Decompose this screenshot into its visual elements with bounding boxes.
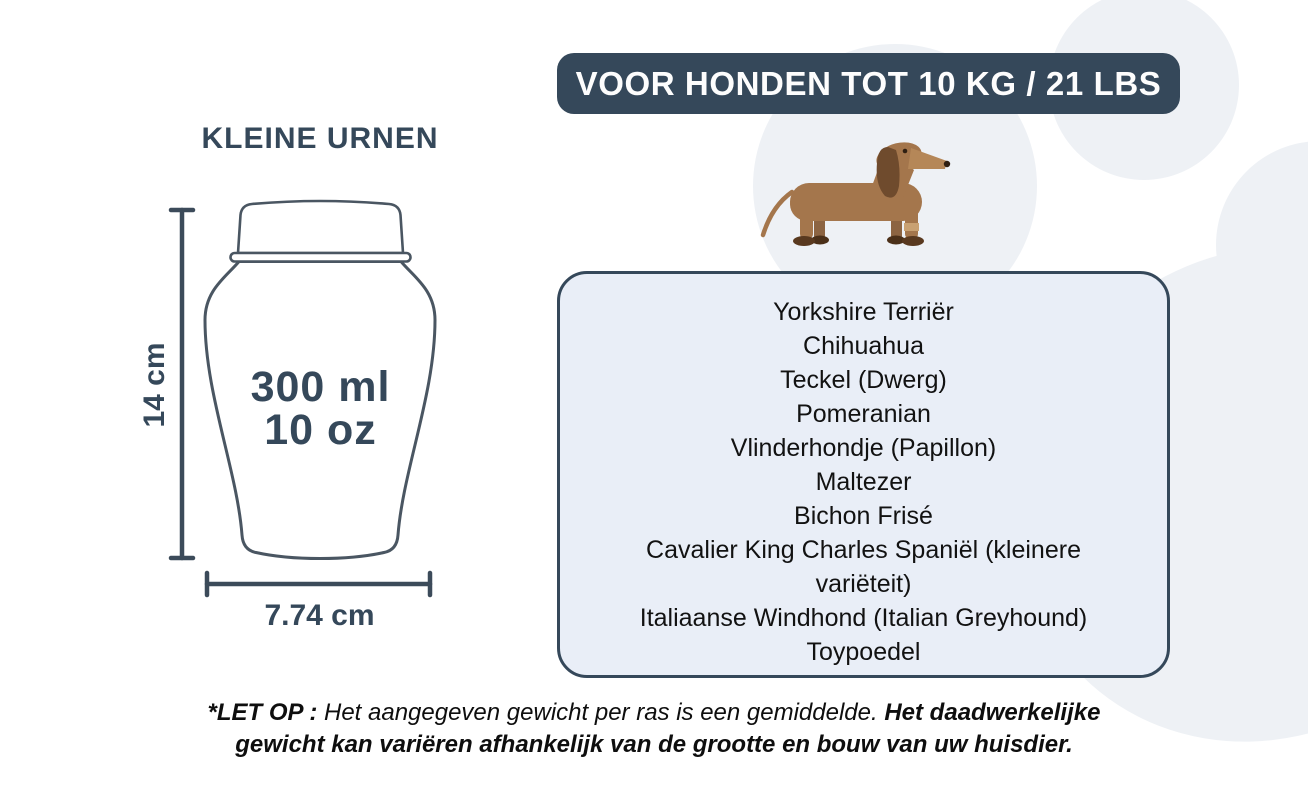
breed-item: Bichon Frisé — [794, 502, 933, 530]
height-dimension-label: 14 cm — [138, 342, 171, 428]
disclaimer-regular: Het aangegeven gewicht per ras is een ge… — [323, 699, 878, 726]
dog-far-rear-leg — [814, 216, 825, 240]
breed-item: Chihuahua — [803, 332, 924, 360]
breed-item: Italiaanse Windhond (Italian Greyhound) — [639, 604, 1088, 632]
urn-body-outline — [203, 260, 437, 560]
breed-item: Pomeranian — [796, 400, 931, 428]
urn-outline-illustration — [168, 199, 437, 598]
height-dimension-line — [168, 207, 196, 561]
width-dimension-line — [204, 570, 433, 598]
dog-ear — [876, 147, 900, 198]
dog-rear-leg — [800, 208, 813, 239]
dog-far-rear-paw — [811, 235, 829, 245]
dog-tail — [760, 189, 795, 238]
breed-item: Maltezer — [815, 468, 912, 496]
breed-list-box: Yorkshire Terriër Chihuahua Teckel (Dwer… — [557, 271, 1170, 678]
banner-label: VOOR HONDEN TOT 10 KG / 21 LBS — [575, 64, 1162, 102]
breed-item: Teckel (Dwerg) — [780, 366, 947, 394]
width-dimension-label: 7.74 cm — [264, 599, 375, 632]
dachshund-illustration — [760, 142, 951, 246]
disclaimer-note: *LET OP : Het aangegeven gewicht per ras… — [179, 697, 1129, 761]
section-title: KLEINE URNEN — [201, 122, 439, 155]
dog-front-leg-band — [904, 223, 919, 231]
breed-item: Cavalier King Charles Spaniël (kleinere … — [646, 536, 1081, 598]
dog-nose — [943, 160, 951, 168]
disclaimer-bold: Het daadwerkelijke gewicht kan variëren … — [235, 699, 1101, 758]
dog-far-front-paw — [887, 235, 905, 245]
dog-rear-paw — [793, 236, 815, 246]
breed-item: Toypoedel — [806, 638, 921, 666]
breed-item: Yorkshire Terriër — [773, 298, 954, 326]
dog-eye — [902, 148, 908, 154]
disclaimer-prefix: *LET OP : — [207, 699, 318, 726]
urn-lid-rim — [229, 251, 412, 263]
volume-ml: 300 ml — [250, 363, 391, 411]
size-category-banner: VOOR HONDEN TOT 10 KG / 21 LBS — [557, 53, 1180, 114]
dog-rear-thigh — [790, 187, 824, 221]
dog-muzzle — [908, 148, 947, 169]
volume-oz: 10 oz — [264, 406, 377, 454]
urn-volume-label: 300 ml 10 oz — [208, 366, 433, 452]
breed-item: Vlinderhondje (Papillon) — [730, 434, 997, 462]
urn-lid-outline — [236, 199, 405, 255]
dog-front-paw — [902, 236, 924, 246]
